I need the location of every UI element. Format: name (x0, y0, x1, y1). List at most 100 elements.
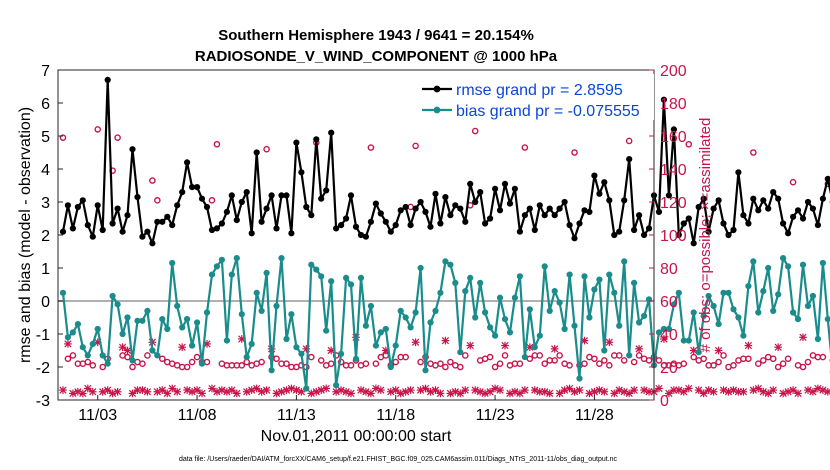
assimilated-obs-marker (630, 386, 638, 394)
x-tick-label: 11/28 (575, 407, 614, 424)
rmse-point (407, 222, 414, 229)
rmse-point (402, 203, 409, 211)
rmse-point (770, 189, 777, 196)
possible-obs-marker (412, 142, 419, 150)
possible-obs-marker (183, 363, 191, 371)
possible-obs-marker (620, 357, 628, 364)
bias-point (357, 274, 365, 281)
possible-obs-marker (417, 358, 424, 366)
bias-point (521, 354, 529, 361)
y-tick-label: 5 (41, 129, 50, 146)
assimilated-obs-marker (764, 389, 773, 398)
rmse-point (263, 205, 270, 212)
rmse-point (189, 184, 196, 191)
bias-point (203, 309, 211, 316)
rmse-point (482, 220, 489, 227)
possible-obs-marker (581, 360, 588, 368)
rmse-point (591, 172, 598, 179)
y-right-tick-label: 160 (660, 129, 687, 146)
possible-obs-marker (720, 352, 727, 359)
assimilated-obs-marker (655, 384, 663, 393)
rmse-point (412, 205, 419, 212)
possible-obs-marker (655, 357, 663, 364)
possible-obs-marker (327, 360, 335, 368)
y-right-tick-label: 40 (660, 327, 678, 344)
possible-obs-marker (188, 358, 196, 366)
rmse-point (223, 208, 230, 215)
rmse-point (670, 126, 678, 133)
bias-point (134, 317, 141, 324)
bias-point (750, 258, 757, 265)
assimilated-obs-marker (456, 389, 465, 398)
y-right-tick-label: 0 (660, 393, 669, 410)
bias-point (576, 375, 583, 382)
rmse-point (551, 212, 558, 219)
rmse-point (298, 169, 305, 176)
bias-point (99, 352, 106, 359)
rmse-point (785, 230, 792, 237)
rmse-point (387, 228, 394, 235)
possible-obs-marker (263, 145, 270, 153)
bias-point (790, 309, 797, 316)
rmse-point (809, 205, 817, 212)
bias-point (243, 354, 250, 361)
rmse-point (501, 180, 509, 187)
x-axis-ticks: 11/03 11/08 11/13 11/18 11/23 11/28 (78, 395, 614, 424)
bias-point (189, 342, 196, 349)
rmse-point (700, 195, 707, 202)
rmse-point (233, 217, 240, 224)
possible-obs-marker (745, 355, 752, 363)
bias-point (794, 316, 802, 323)
rmse-point (94, 202, 101, 209)
assimilated-obs-marker (709, 387, 718, 396)
assimilated-obs-marker (143, 387, 152, 396)
rmse-point (814, 222, 822, 229)
data-file-footnote: data file: /Users/raeder/DAI/ATM_forcXX/… (179, 456, 618, 463)
assimilated-obs-marker (555, 389, 564, 398)
bias-point (626, 352, 633, 359)
possible-obs-marker (819, 353, 827, 361)
assimilated-obs-marker (103, 386, 112, 394)
assimilated-obs-marker (610, 389, 619, 398)
bias-point (89, 340, 96, 347)
possible-obs-marker (730, 362, 737, 369)
y-axis-label: rmse and bias (model - observation) (17, 107, 34, 363)
rmse-point (372, 200, 379, 207)
bias-point (303, 385, 310, 392)
rmse-point (79, 197, 86, 204)
rmse-point (283, 192, 290, 199)
possible-obs-marker (158, 355, 166, 363)
assimilated-obs-marker (744, 341, 753, 350)
bias-point (526, 306, 533, 313)
rmse-point (129, 146, 136, 153)
y-tick-label: -3 (36, 393, 50, 410)
bias-point (387, 363, 394, 371)
bias-point (760, 288, 767, 295)
assimilated-obs-marker (173, 387, 182, 396)
possible-obs-marker (114, 134, 121, 141)
bias-point (298, 350, 305, 357)
legend-bias-marker (433, 106, 441, 114)
rmse-point (392, 222, 399, 229)
rmse-line (61, 78, 830, 245)
possible-obs-marker (571, 149, 578, 156)
rmse-point (457, 205, 464, 212)
rmse-point (596, 190, 603, 197)
bias-point (377, 329, 384, 336)
bias-point (725, 289, 732, 296)
rmse-point (308, 212, 315, 219)
bias-point (338, 350, 345, 357)
bias-point (273, 302, 280, 310)
bias-point (139, 317, 146, 324)
rmse-point (362, 233, 369, 240)
rmse-point (790, 213, 797, 220)
legend-rmse-marker (433, 85, 441, 93)
bias-point (814, 335, 822, 343)
rmse-point (278, 192, 285, 199)
bias-point (601, 347, 608, 354)
rmse-point (477, 189, 484, 196)
bias-point (670, 301, 678, 308)
rmse-point (462, 218, 469, 225)
possible-obs-marker (680, 360, 688, 368)
rmse-point (715, 197, 722, 204)
